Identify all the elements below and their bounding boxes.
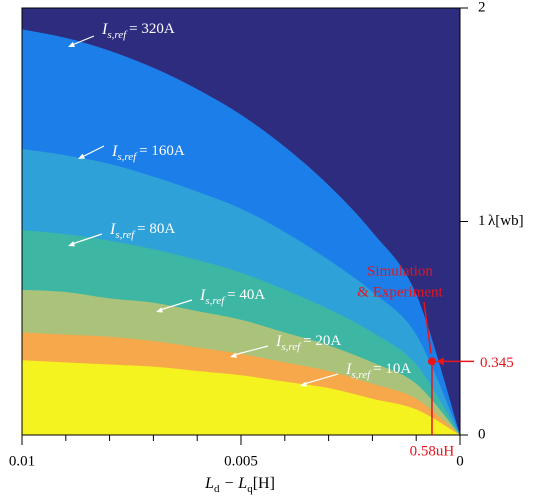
annotation-arrow bbox=[303, 373, 339, 385]
series-label-subscript: s,ref bbox=[281, 341, 302, 353]
point-caption: Simulation bbox=[367, 263, 433, 279]
y-tick-label: 0 bbox=[478, 426, 486, 442]
x-tick-label: 0 bbox=[456, 453, 464, 469]
annotation-arrowhead bbox=[230, 352, 237, 358]
y-tick-label: 1 bbox=[478, 213, 486, 229]
series-label-subscript: s,ref bbox=[117, 151, 138, 163]
series-label: Is,ref = 80A bbox=[109, 221, 175, 241]
point-label-arrow bbox=[423, 301, 432, 354]
series-label-value: = 40A bbox=[227, 287, 265, 303]
point-x-label: 0.58uH bbox=[410, 443, 455, 459]
annotation-arrowhead bbox=[300, 381, 307, 387]
x-axis-label-subscript: q bbox=[247, 483, 253, 495]
x-axis-label-part: L bbox=[204, 475, 214, 492]
series-label: Is,ref = 160A bbox=[111, 143, 185, 163]
series-label-symbol: I bbox=[275, 333, 282, 350]
series-label: Is,ref = 320A bbox=[101, 21, 175, 41]
series-label: Is,ref = 40A bbox=[199, 287, 265, 307]
x-axis-label-part: − L bbox=[219, 475, 247, 492]
series-label-symbol: I bbox=[109, 221, 116, 238]
annotation-arrowhead bbox=[68, 241, 75, 247]
annotation-arrow bbox=[233, 345, 269, 356]
annotation-arrowhead bbox=[78, 153, 85, 159]
measured-point bbox=[427, 357, 436, 366]
series-label-subscript: s,ref bbox=[115, 229, 136, 241]
y-axis-label: λ[wb] bbox=[488, 213, 524, 229]
contour-area bbox=[22, 360, 460, 435]
point-y-label: 0.345 bbox=[480, 355, 514, 371]
series-label-value: = 160A bbox=[139, 143, 185, 159]
series-label-value: = 320A bbox=[129, 21, 175, 37]
x-axis-label-subscript: d bbox=[214, 483, 220, 495]
x-tick-label: 0.01 bbox=[9, 453, 35, 469]
x-axis-label-part: [H] bbox=[253, 475, 275, 492]
point-caption: & Experiment bbox=[357, 284, 443, 300]
series-label-value: = 10A bbox=[373, 361, 411, 377]
series-label: Is,ref = 20A bbox=[275, 333, 341, 353]
series-label-subscript: s,ref bbox=[107, 29, 128, 41]
x-tick-label: 0.005 bbox=[224, 453, 258, 469]
annotation-arrow bbox=[71, 233, 103, 245]
annotation-arrow bbox=[159, 299, 193, 311]
annotation-arrow bbox=[71, 35, 95, 46]
y-tick-label: 2 bbox=[478, 0, 486, 15]
annotation-arrow bbox=[81, 145, 105, 158]
series-label-value: = 80A bbox=[137, 221, 175, 237]
x-axis-label: Ld − Lq[H] bbox=[204, 475, 275, 495]
series-label-value: = 20A bbox=[303, 333, 341, 349]
point-arrowhead bbox=[435, 357, 444, 366]
series-label-subscript: s,ref bbox=[351, 369, 372, 381]
series-label-symbol: I bbox=[345, 361, 352, 378]
series-label-symbol: I bbox=[199, 287, 206, 304]
series-label-symbol: I bbox=[111, 143, 118, 160]
series-label-symbol: I bbox=[101, 21, 108, 38]
annotation-arrowhead bbox=[68, 41, 75, 47]
series-label-subscript: s,ref bbox=[205, 295, 226, 307]
annotation-arrowhead bbox=[156, 307, 163, 313]
series-label: Is,ref = 10A bbox=[345, 361, 411, 381]
